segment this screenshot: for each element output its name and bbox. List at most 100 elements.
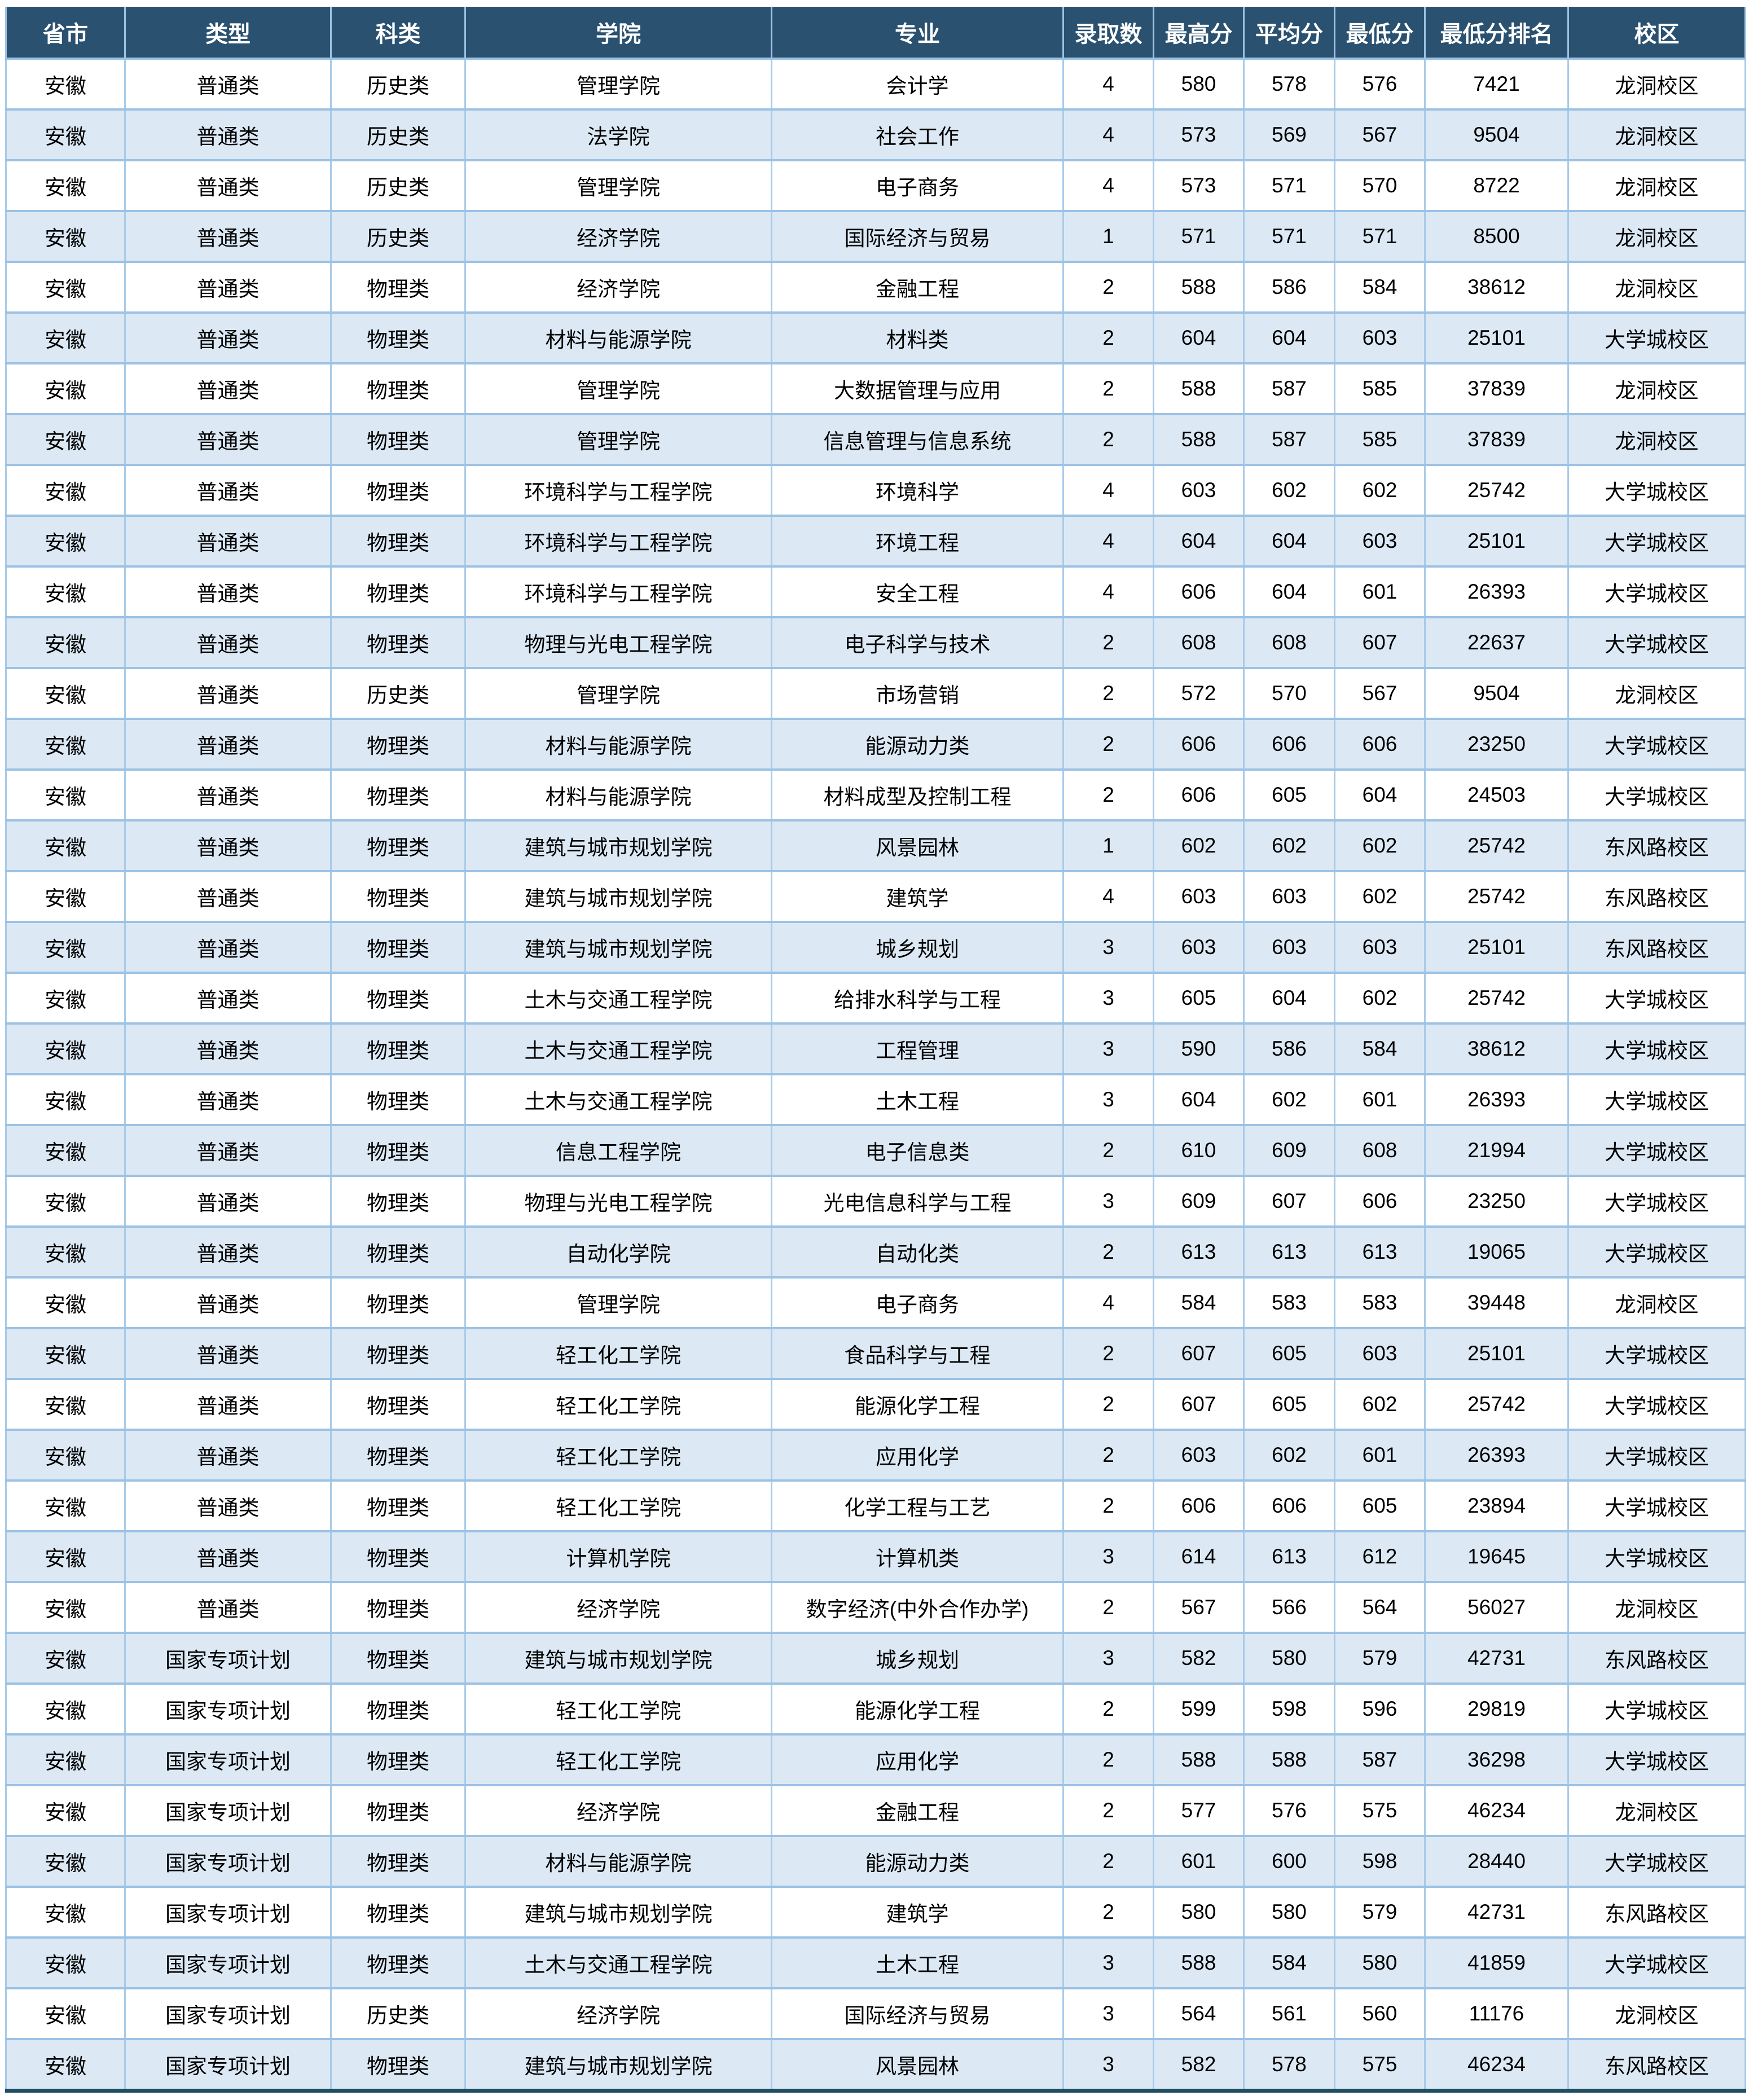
table-cell: 安徽 <box>5 313 125 363</box>
table-cell: 26393 <box>1424 1430 1568 1480</box>
table-cell: 2 <box>1062 1785 1154 1836</box>
table-cell: 普通类 <box>124 160 331 211</box>
table-cell: 城乡规划 <box>771 922 1064 973</box>
table-cell: 普通类 <box>124 1531 331 1582</box>
table-cell: 物理类 <box>330 1938 465 1988</box>
table-cell: 567 <box>1153 1582 1244 1633</box>
table-cell: 37839 <box>1424 414 1568 465</box>
table-cell: 585 <box>1334 414 1425 465</box>
table-cell: 603 <box>1153 871 1244 922</box>
table-cell: 3 <box>1062 2039 1154 2091</box>
table-cell: 24503 <box>1424 770 1568 820</box>
table-cell: 571 <box>1243 211 1335 262</box>
table-cell: 普通类 <box>124 922 331 973</box>
table-cell: 567 <box>1334 668 1425 719</box>
table-cell: 584 <box>1243 1938 1335 1988</box>
table-cell: 2 <box>1062 1887 1154 1938</box>
table-cell: 自动化学院 <box>464 1227 772 1277</box>
table-cell: 物理类 <box>330 1023 465 1074</box>
table-cell: 安徽 <box>5 160 125 211</box>
table-cell: 安徽 <box>5 1582 125 1633</box>
table-cell: 大学城校区 <box>1567 1023 1746 1074</box>
table-cell: 安徽 <box>5 1734 125 1785</box>
table-cell: 606 <box>1153 719 1244 770</box>
table-cell: 46234 <box>1424 1785 1568 1836</box>
table-row: 安徽 普通类 物理类 建筑与城市规划学院 风景园林 1 602 602 602 25742 东风路校… <box>5 820 1746 871</box>
table-cell: 2 <box>1062 719 1154 770</box>
table-cell: 环境科学 <box>771 465 1064 516</box>
table-cell: 2 <box>1062 1684 1154 1734</box>
table-cell: 大学城校区 <box>1567 1531 1746 1582</box>
table-cell: 化学工程与工艺 <box>771 1480 1064 1531</box>
table-cell: 建筑学 <box>771 871 1064 922</box>
table-cell: 能源动力类 <box>771 1836 1064 1887</box>
table-cell: 3 <box>1062 973 1154 1023</box>
table-cell: 2 <box>1062 1480 1154 1531</box>
column-header-5: 录取数 <box>1062 7 1154 59</box>
table-cell: 普通类 <box>124 414 331 465</box>
table-cell: 物理类 <box>330 262 465 313</box>
table-cell: 9504 <box>1424 109 1568 160</box>
table-cell: 管理学院 <box>464 59 772 109</box>
table-row: 安徽 普通类 历史类 法学院 社会工作 4 573 569 567 9504 龙洞校区 <box>5 109 1746 160</box>
table-cell: 建筑与城市规划学院 <box>464 922 772 973</box>
table-cell: 561 <box>1243 1988 1335 2039</box>
table-cell: 22637 <box>1424 617 1568 668</box>
table-cell: 588 <box>1153 262 1244 313</box>
table-cell: 经济学院 <box>464 1582 772 1633</box>
table-cell: 计算机学院 <box>464 1531 772 1582</box>
table-row: 安徽 普通类 物理类 材料与能源学院 能源动力类 2 606 606 606 23250 大学城校区 <box>5 719 1746 770</box>
table-cell: 信息工程学院 <box>464 1125 772 1176</box>
table-cell: 普通类 <box>124 516 331 566</box>
table-cell: 3 <box>1062 1023 1154 1074</box>
table-cell: 普通类 <box>124 770 331 820</box>
table-cell: 602 <box>1334 1379 1425 1430</box>
table-cell: 1 <box>1062 211 1154 262</box>
table-cell: 571 <box>1153 211 1244 262</box>
table-row: 安徽 国家专项计划 物理类 建筑与城市规划学院 城乡规划 3 582 580 579 42731 东… <box>5 1633 1746 1684</box>
table-cell: 602 <box>1334 973 1425 1023</box>
table-cell: 物理类 <box>330 1277 465 1328</box>
table-cell: 607 <box>1243 1176 1335 1227</box>
table-cell: 3 <box>1062 922 1154 973</box>
table-cell: 28440 <box>1424 1836 1568 1887</box>
table-cell: 569 <box>1243 109 1335 160</box>
table-row: 安徽 普通类 物理类 物理与光电工程学院 电子科学与技术 2 608 608 607 22637 大… <box>5 617 1746 668</box>
table-cell: 604 <box>1243 516 1335 566</box>
table-cell: 安徽 <box>5 1328 125 1379</box>
table-cell: 风景园林 <box>771 820 1064 871</box>
table-cell: 土木与交通工程学院 <box>464 1023 772 1074</box>
table-cell: 26393 <box>1424 566 1568 617</box>
table-row: 安徽 国家专项计划 物理类 材料与能源学院 能源动力类 2 601 600 598 28440 大学… <box>5 1836 1746 1887</box>
table-cell: 2 <box>1062 1734 1154 1785</box>
table-cell: 590 <box>1153 1023 1244 1074</box>
table-cell: 584 <box>1334 262 1425 313</box>
table-cell: 3 <box>1062 1074 1154 1125</box>
table-cell: 普通类 <box>124 1074 331 1125</box>
table-cell: 602 <box>1243 1430 1335 1480</box>
table-cell: 轻工化工学院 <box>464 1684 772 1734</box>
table-cell: 土木工程 <box>771 1074 1064 1125</box>
table-cell: 安徽 <box>5 1023 125 1074</box>
table-cell: 19645 <box>1424 1531 1568 1582</box>
table-cell: 573 <box>1153 160 1244 211</box>
table-row: 安徽 普通类 历史类 管理学院 市场营销 2 572 570 567 9504 龙洞校区 <box>5 668 1746 719</box>
table-cell: 物理类 <box>330 617 465 668</box>
table-cell: 4 <box>1062 566 1154 617</box>
table-row: 安徽 普通类 历史类 管理学院 会计学 4 580 578 576 7421 龙洞校区 <box>5 59 1746 109</box>
table-cell: 583 <box>1243 1277 1335 1328</box>
table-cell: 613 <box>1334 1227 1425 1277</box>
table-cell: 安徽 <box>5 1074 125 1125</box>
table-cell: 历史类 <box>330 160 465 211</box>
table-cell: 598 <box>1243 1684 1335 1734</box>
table-cell: 物理类 <box>330 313 465 363</box>
table-cell: 2 <box>1062 363 1154 414</box>
table-cell: 576 <box>1334 59 1425 109</box>
table-cell: 建筑与城市规划学院 <box>464 871 772 922</box>
table-cell: 4 <box>1062 59 1154 109</box>
table-cell: 2 <box>1062 1836 1154 1887</box>
column-header-7: 平均分 <box>1243 7 1335 59</box>
column-header-1: 类型 <box>124 7 331 59</box>
table-cell: 583 <box>1334 1277 1425 1328</box>
table-cell: 东风路校区 <box>1567 871 1746 922</box>
